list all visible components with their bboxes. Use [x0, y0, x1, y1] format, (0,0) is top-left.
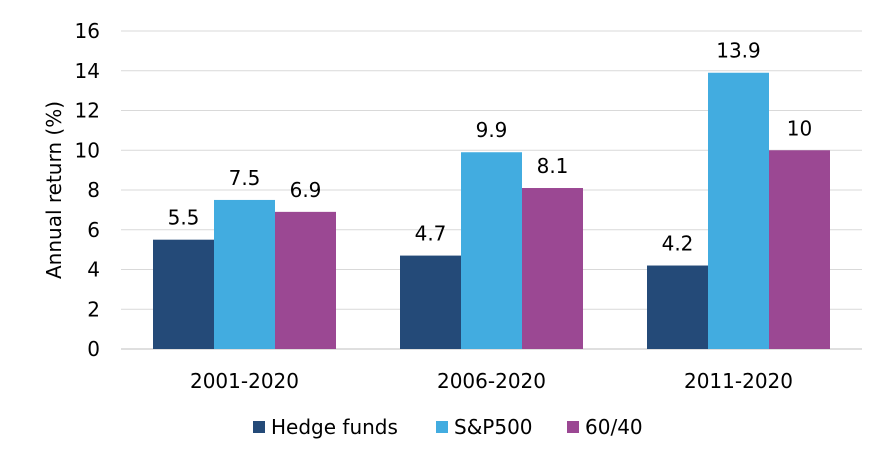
legend-swatch [436, 421, 448, 433]
y-tick-label: 16 [75, 19, 100, 43]
data-label: 6.9 [290, 178, 322, 202]
y-tick-label: 14 [75, 59, 100, 83]
data-label: 5.5 [168, 206, 200, 230]
y-tick-label: 0 [87, 337, 100, 361]
bar [647, 265, 708, 349]
y-axis-ticks: 0 2 4 6 8 10 12 14 16 [75, 19, 100, 361]
legend: Hedge funds S&P500 60/40 [253, 415, 643, 439]
legend-label: Hedge funds [271, 415, 398, 439]
bar [769, 150, 830, 349]
data-label: 4.2 [662, 232, 694, 256]
legend-swatch [567, 421, 579, 433]
data-label: 4.7 [415, 222, 447, 246]
y-tick-label: 12 [75, 99, 100, 123]
y-tick-label: 4 [87, 258, 100, 282]
y-tick-label: 8 [87, 178, 100, 202]
bars [153, 72, 830, 350]
bar [400, 255, 461, 349]
bar [708, 72, 769, 350]
legend-label: 60/40 [585, 415, 643, 439]
data-label: 13.9 [716, 39, 761, 63]
bar [214, 199, 275, 349]
legend-swatch [253, 421, 265, 433]
data-label: 7.5 [229, 166, 261, 190]
data-label: 10 [787, 116, 812, 140]
data-label: 8.1 [537, 154, 569, 178]
bar [153, 239, 214, 349]
bar [522, 188, 583, 349]
data-labels: 5.5 7.5 6.9 4.7 9.9 8.1 4.2 13.9 10 [168, 39, 813, 256]
y-axis-label: Annual return (%) [42, 101, 66, 279]
x-category-label: 2006-2020 [437, 369, 546, 393]
bar [461, 152, 522, 349]
x-category-label: 2011-2020 [684, 369, 793, 393]
bar [275, 211, 336, 349]
y-tick-label: 10 [75, 138, 100, 162]
y-tick-label: 2 [87, 297, 100, 321]
legend-label: S&P500 [454, 415, 533, 439]
x-axis-categories: 2001-2020 2006-2020 2011-2020 [190, 369, 793, 393]
x-category-label: 2001-2020 [190, 369, 299, 393]
data-label: 9.9 [476, 118, 508, 142]
y-tick-label: 6 [87, 218, 100, 242]
